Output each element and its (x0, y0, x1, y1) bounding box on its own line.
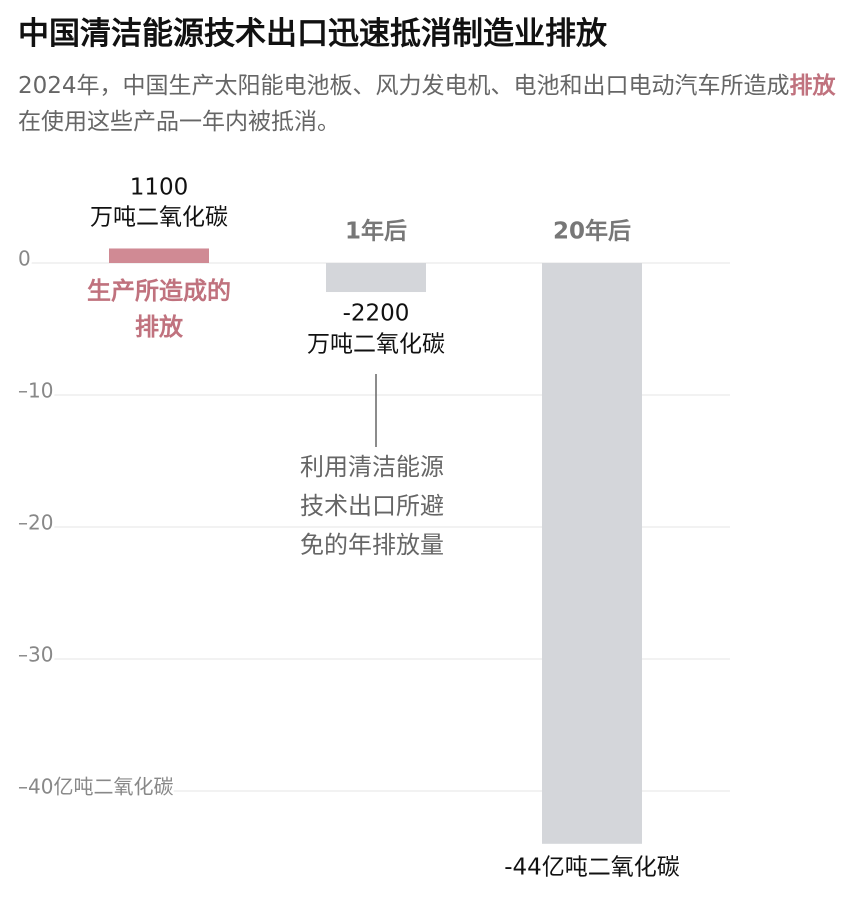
chart-title: 中国清洁能源技术出口迅速抵消制造业排放 (18, 16, 607, 52)
y-tick-label: –20 (18, 511, 53, 535)
subtitle-text: 在使用这些产品一年内被抵消。 (18, 109, 340, 135)
subtitle-text: 2024年，中国生产太阳能电池板、风力发电机、电池和出口电动汽车所造成 (18, 73, 790, 99)
bar (109, 248, 209, 263)
subtitle: 2024年，中国生产太阳能电池板、风力发电机、电池和出口电动汽车所造成排放在使用… (18, 68, 848, 140)
y-tick-label: –40亿吨二氧化碳 (18, 775, 173, 799)
value-label: -2200 (343, 301, 410, 327)
value-label-unit: 万吨二氧化碳 (90, 205, 228, 231)
subtitle-highlight: 排放 (789, 73, 836, 99)
y-tick-label: –10 (18, 379, 53, 403)
value-label: 1100 (130, 175, 189, 201)
y-tick-label: 0 (18, 247, 31, 271)
annotation: 免的年排放量 (300, 531, 444, 559)
annotation: 技术出口所避 (300, 492, 444, 520)
annotation: 利用清洁能源 (300, 453, 444, 481)
y-tick-label: –30 (18, 643, 53, 667)
x-category-label: 1年后 (345, 218, 407, 245)
annotation: 排放 (135, 313, 184, 341)
bar (326, 263, 426, 293)
annotation: 生产所造成的 (87, 277, 231, 305)
bar (542, 263, 642, 844)
value-label: -44亿吨二氧化碳 (504, 855, 680, 881)
x-category-label: 20年后 (553, 218, 631, 245)
value-label-unit: 万吨二氧化碳 (307, 332, 445, 358)
